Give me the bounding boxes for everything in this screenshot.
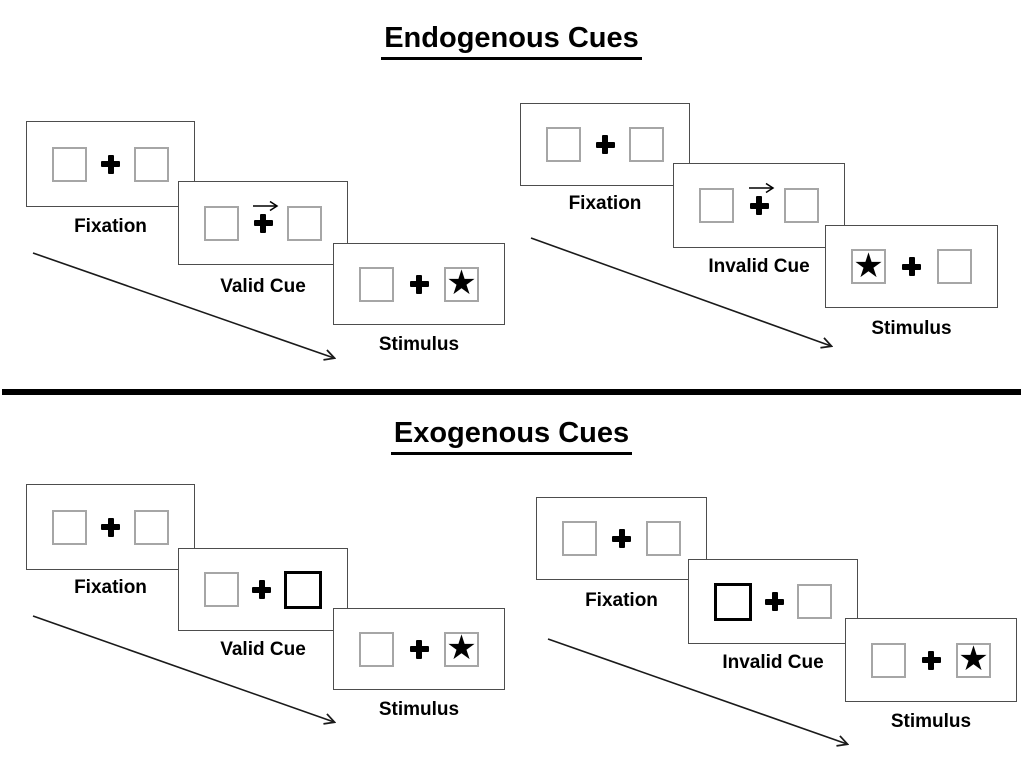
valid-cue-panel <box>178 548 348 631</box>
left-placeholder-box <box>359 631 394 667</box>
stimulus-panel: ★ <box>333 243 505 325</box>
left-placeholder-box <box>359 266 394 302</box>
stimulus-panel: ★ <box>825 225 998 308</box>
fixation-cross-wrap <box>612 529 631 548</box>
right-placeholder-box <box>629 127 664 162</box>
left-placeholder-box <box>562 521 597 556</box>
right-target-box: ★ <box>444 629 479 667</box>
fixation-label: Fixation <box>585 590 658 611</box>
valid-cue-panel <box>178 181 348 265</box>
fixation-label: Fixation <box>74 577 147 598</box>
section-title-exogenous: Exogenous Cues <box>0 417 1023 455</box>
section-title-text: Endogenous Cues <box>381 22 642 60</box>
invalid-cue-panel <box>673 163 845 248</box>
fixation-cross-wrap <box>252 580 271 599</box>
fixation-panel <box>26 484 195 570</box>
right-placeholder-box <box>937 249 972 284</box>
fixation-cross-wrap <box>595 135 615 154</box>
fixation-cross-icon <box>765 592 784 611</box>
target-star-icon: ★ <box>446 264 477 302</box>
stimulus-label: Stimulus <box>378 699 460 720</box>
fixation-cross-wrap <box>101 517 120 537</box>
fixation-cross-icon <box>252 580 271 599</box>
section-title-text: Exogenous Cues <box>390 417 633 455</box>
left-placeholder-box <box>52 146 87 182</box>
fixation-cross-icon <box>595 135 615 154</box>
right-placeholder-box <box>134 509 169 545</box>
fixation-cross-icon <box>409 639 429 659</box>
fixation-cross-icon <box>921 650 941 670</box>
target-star-icon: ★ <box>853 246 884 285</box>
section-divider <box>2 389 1021 395</box>
target-star-icon: ★ <box>958 640 989 678</box>
right-placeholder-box <box>646 521 681 556</box>
fixation-label: Fixation <box>74 216 147 237</box>
fixation-cross-wrap <box>252 200 278 233</box>
fixation-panel <box>26 121 195 207</box>
fixation-cross-wrap <box>902 257 921 276</box>
left-placeholder-box <box>204 572 239 607</box>
target-star-icon: ★ <box>446 629 477 667</box>
cue-direction-arrow-icon <box>252 200 278 211</box>
stimulus-label: Stimulus <box>890 711 972 732</box>
fixation-label: Fixation <box>568 193 642 214</box>
left-placeholder-box <box>204 205 239 241</box>
fixation-cross-icon <box>749 196 769 215</box>
fixation-cross-icon <box>101 154 120 174</box>
stimulus-panel: ★ <box>845 618 1017 702</box>
left-placeholder-box <box>699 188 734 223</box>
invalid-cue-label: Invalid Cue <box>722 652 824 673</box>
fixation-cross-icon <box>902 257 921 276</box>
right-cue-highlight-box <box>284 570 322 609</box>
left-placeholder-box <box>546 127 581 162</box>
fixation-panel <box>536 497 707 580</box>
left-placeholder-box <box>871 642 906 678</box>
invalid-cue-panel <box>688 559 858 644</box>
fixation-panel <box>520 103 690 186</box>
cue-direction-arrow-icon <box>748 182 774 194</box>
fixation-cross-wrap <box>409 639 429 659</box>
fixation-cross-wrap <box>921 650 941 670</box>
stimulus-label: Stimulus <box>871 318 952 339</box>
right-target-box: ★ <box>956 640 991 678</box>
left-cue-highlight-box <box>714 582 752 621</box>
fixation-cross-wrap <box>748 182 774 215</box>
right-placeholder-box <box>784 188 819 223</box>
fixation-cross-icon <box>101 517 120 537</box>
right-placeholder-box <box>797 584 832 619</box>
fixation-cross-wrap <box>765 592 784 611</box>
fixation-cross-icon <box>409 274 429 294</box>
left-target-box: ★ <box>851 249 886 284</box>
stimulus-label: Stimulus <box>378 334 460 355</box>
left-placeholder-box <box>52 509 87 545</box>
fixation-cross-wrap <box>409 274 429 294</box>
fixation-cross-wrap <box>101 154 120 174</box>
right-placeholder-box <box>134 146 169 182</box>
stimulus-panel: ★ <box>333 608 505 690</box>
section-title-endogenous: Endogenous Cues <box>0 22 1023 60</box>
fixation-cross-icon <box>253 213 273 233</box>
right-target-box: ★ <box>444 264 479 302</box>
fixation-cross-icon <box>612 529 631 548</box>
right-placeholder-box <box>287 205 322 241</box>
